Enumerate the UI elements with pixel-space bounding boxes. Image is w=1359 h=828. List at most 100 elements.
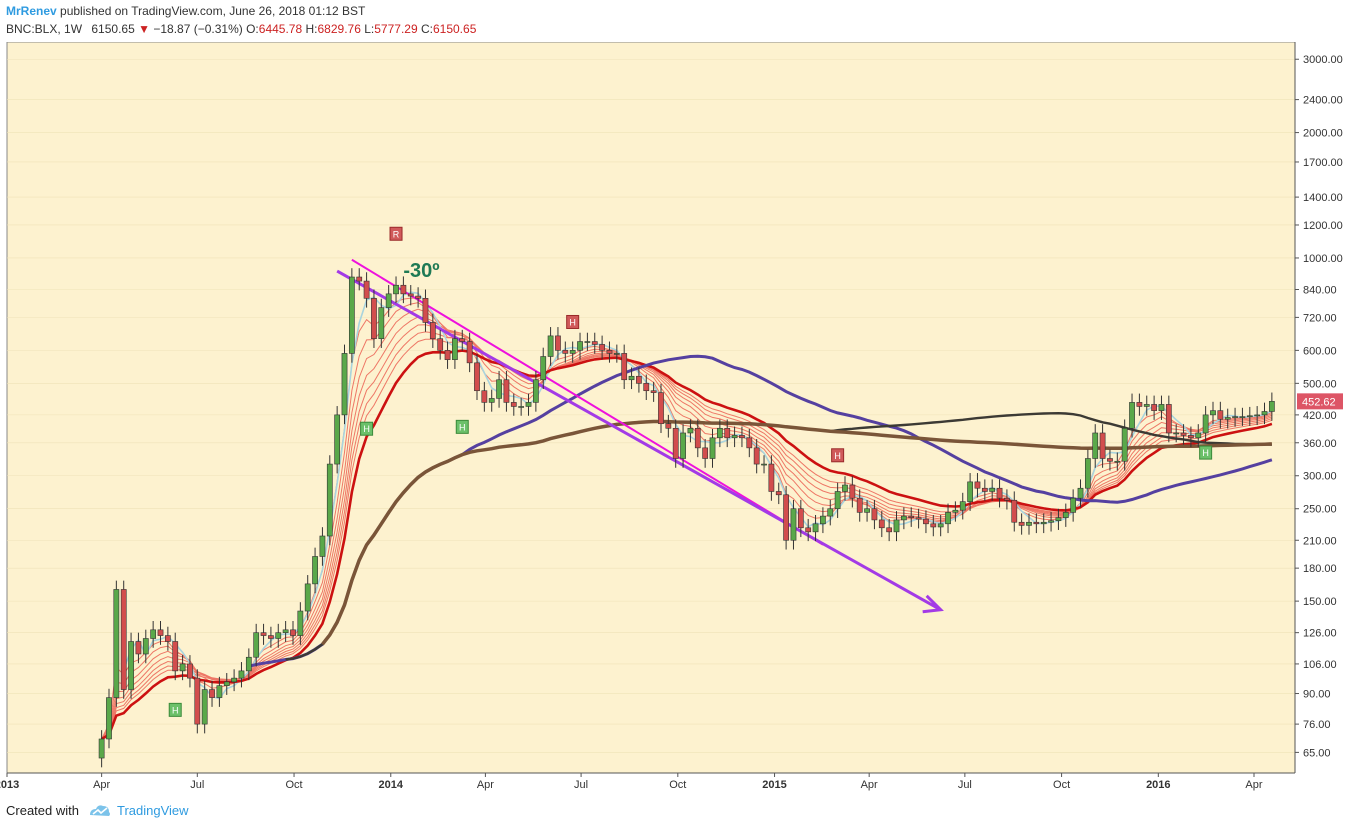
candle-body (290, 629, 296, 636)
candle-body (172, 641, 179, 672)
author-link[interactable]: MrRenev (6, 4, 57, 18)
candle (724, 419, 731, 448)
candle (1092, 424, 1099, 468)
candle (834, 482, 841, 519)
candle (672, 419, 679, 468)
x-tick-label: 2016 (1146, 779, 1170, 791)
candle-body (1070, 497, 1077, 513)
candle (746, 428, 753, 458)
candle (1107, 449, 1113, 471)
candle-body (437, 338, 444, 351)
candle (238, 662, 245, 688)
marker-box (1199, 445, 1213, 460)
candle (1121, 419, 1128, 471)
y-tick-label: 126.00 (1303, 628, 1337, 640)
candle-body (1151, 404, 1157, 411)
candle (150, 620, 157, 648)
low-value: 5777.29 (374, 22, 418, 36)
symbol-label[interactable]: BNC:BLX, 1W (6, 22, 83, 36)
candle (658, 383, 664, 433)
candle-body (223, 681, 230, 686)
candle (1210, 401, 1216, 425)
candle (871, 499, 878, 530)
candle (1099, 424, 1106, 468)
candle (805, 518, 812, 542)
candle-body (518, 406, 525, 408)
candle-body (201, 689, 208, 725)
candle (348, 268, 355, 363)
candle (577, 332, 583, 360)
candle (827, 499, 834, 526)
candle (481, 381, 488, 412)
candle-body (820, 515, 826, 525)
y-tick-label: 150.00 (1303, 596, 1337, 608)
candle (422, 289, 429, 332)
candle-body (724, 427, 731, 439)
candle-body (555, 335, 561, 351)
candle-body (849, 484, 856, 499)
candle-body (805, 527, 812, 533)
plot-area[interactable] (6, 42, 1296, 774)
candle-body (216, 685, 223, 698)
candle-body (864, 508, 870, 513)
candle (1048, 511, 1054, 532)
candle-body (525, 402, 532, 407)
candle-body (1107, 458, 1113, 462)
tradingview-link[interactable]: TradingView (117, 803, 189, 818)
candle-body (532, 379, 539, 403)
candle (731, 426, 738, 448)
candle (488, 389, 495, 412)
symbol-line: BNC:BLX, 1W 6150.65 ▼ −18.87 (−0.31%) O:… (6, 22, 476, 36)
candle (444, 341, 451, 369)
candle (937, 514, 944, 537)
candle-body (326, 463, 333, 537)
price-change: −18.87 (−0.31%) (153, 22, 243, 36)
candle (628, 367, 635, 390)
candle-body (599, 344, 605, 351)
candle-body (577, 341, 583, 351)
candle (187, 655, 193, 688)
candle-body (643, 383, 650, 392)
marker-label: H (363, 424, 370, 434)
candle (783, 485, 789, 550)
publish-info: published on TradingView.com, June 26, 2… (60, 4, 366, 18)
candle-body (304, 583, 311, 612)
candle-body (385, 293, 392, 308)
candle-body (164, 635, 171, 642)
price-chart[interactable]: H H H R H H H 3000.00 2400.00 2000.00 1700.00 1400… (0, 42, 1359, 794)
candle-body (179, 663, 186, 672)
pattern-marker: H (1199, 445, 1213, 460)
candle (1084, 449, 1091, 498)
candle (952, 501, 959, 522)
candle-body (731, 435, 738, 439)
candle (157, 620, 164, 645)
tradingview-logo-icon[interactable] (88, 802, 112, 820)
candle-body (128, 641, 134, 690)
candle (636, 367, 642, 393)
candle (1180, 424, 1187, 445)
candle (643, 374, 650, 401)
y-tick-label: 1000.00 (1303, 253, 1343, 265)
candle-body (1246, 415, 1253, 418)
candle-body (768, 463, 775, 492)
candle-body (797, 508, 804, 529)
x-tick-label: Apr (1245, 779, 1262, 791)
candle-body (628, 375, 635, 381)
current-price-tag: 452.62 (1297, 393, 1343, 410)
candle-body (739, 435, 745, 439)
candle-body (459, 338, 466, 342)
y-tick-label: 210.00 (1303, 535, 1337, 547)
pattern-marker: H (168, 702, 182, 717)
candle (518, 397, 525, 416)
candle (334, 406, 341, 474)
candle-body (1004, 497, 1010, 501)
candle (260, 623, 267, 645)
candle-body (1180, 432, 1187, 436)
candle-body (569, 350, 576, 354)
candle-body (488, 398, 495, 403)
marker-box (566, 314, 580, 329)
x-tick-label: Oct (669, 779, 686, 791)
footer: Created with TradingView (0, 796, 1359, 828)
candle (996, 479, 1003, 508)
candle (452, 329, 458, 369)
